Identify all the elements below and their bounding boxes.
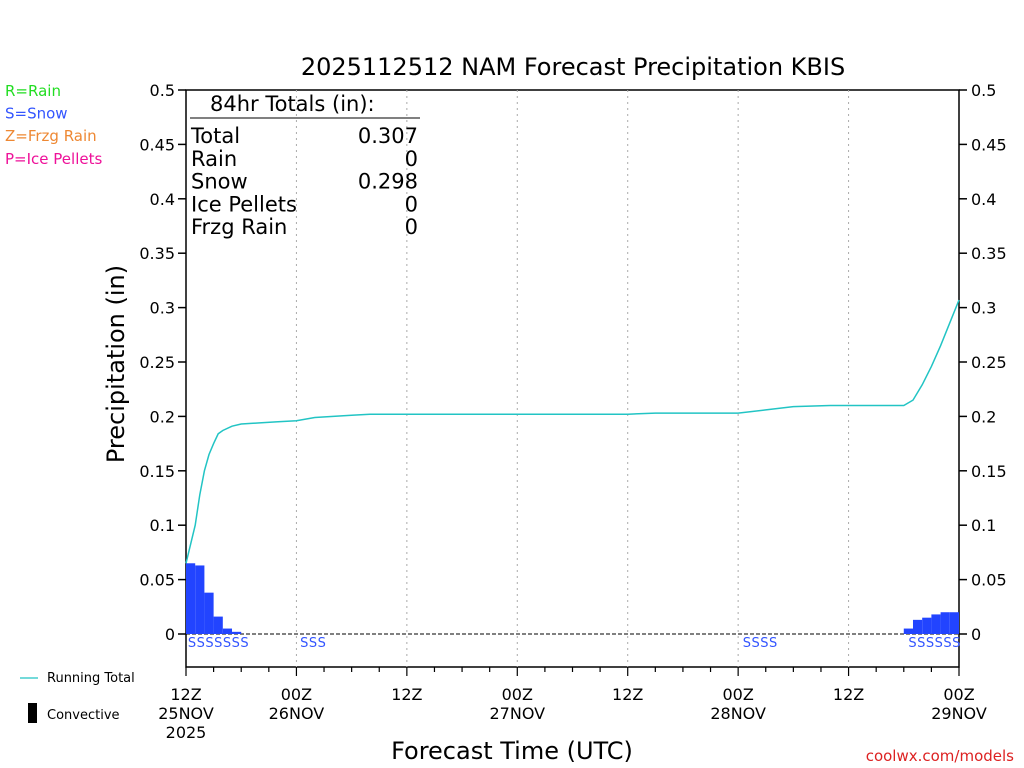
precip-type-legend-item: P=Ice Pellets [5,150,102,168]
x-tick-label: 26NOV [269,704,325,723]
x-tick-label: 00Z [502,685,533,704]
y-tick-label-right: 0.5 [971,81,996,100]
totals-row-value: 0 [405,215,418,239]
precip-bar [922,617,932,634]
hourly-precip-bars [186,563,959,634]
y-tick-label-left: 0.2 [150,407,175,426]
precip-bar [931,614,941,634]
y-tick-label-left: 0.4 [150,190,175,209]
precip-bar [903,628,913,634]
precip-bar [232,631,242,634]
y-tick-label-right: 0.4 [971,190,996,209]
precip-bar [912,619,923,634]
chart-title: 2025112512 NAM Forecast Precipitation KB… [301,53,845,81]
y-tick-label-left: 0.1 [150,516,175,535]
x-tick-label: 25NOV [158,704,214,723]
x-tick-label: 00Z [722,685,753,704]
credit-text: coolwx.com/models [866,747,1014,765]
x-tick-label: 12Z [170,685,201,704]
x-tick-label: 28NOV [710,704,766,723]
precip-bar [186,563,196,634]
totals-box: 84hr Totals (in): Total 0.307 Rain 0 Snow 0.2… [190,92,420,239]
totals-row-value: 0 [405,192,418,216]
precip-type-marker: SSSSSS [908,636,961,651]
totals-row-label: Ice Pellets [191,192,297,216]
y-axis-label: Precipitation (in) [102,265,130,463]
totals-row-label: Snow [191,170,248,194]
precip-type-legend-item: S=Snow [5,105,68,123]
convective-legend-swatch [28,703,37,723]
totals-row-label: Total [190,124,240,148]
precip-bar [204,592,214,634]
precip-type-marker: SSSSSSS [188,636,249,651]
x-tick-label: 2025 [166,723,207,742]
totals-row-label: Rain [191,147,237,171]
precip-bar [222,628,233,634]
totals-row-value: 0.307 [358,124,418,148]
y-axis-right: 0 0.05 0.1 0.15 0.2 0.25 0.3 0.35 0.4 0.45 0.5 [959,81,1007,644]
precip-bar [213,616,223,634]
y-tick-label-right: 0.05 [971,571,1007,590]
x-tick-label: 12Z [833,685,864,704]
y-tick-label-left: 0.35 [139,244,175,263]
precip-type-legend: R=Rain S=Snow Z=Frzg Rain P=Ice Pellets [5,82,102,168]
precip-type-marker: SSSS [743,636,778,651]
y-tick-label-left: 0.5 [150,81,175,100]
x-tick-label: 12Z [391,685,422,704]
precip-bar [949,612,959,634]
precip-bar [940,612,950,634]
y-tick-label-right: 0.15 [971,462,1007,481]
vertical-grid [295,90,850,667]
y-tick-label-right: 0.3 [971,299,996,318]
y-tick-label-right: 0.45 [971,135,1007,154]
x-tick-label: 00Z [943,685,974,704]
y-tick-label-right: 0.1 [971,516,996,535]
y-tick-label-left: 0.05 [139,571,175,590]
y-tick-label-right: 0.2 [971,407,996,426]
y-tick-label-left: 0.15 [139,462,175,481]
precip-type-markers: SSSSSSS SSS SSSS SSSSSS [188,636,961,651]
totals-row-value: 0.298 [358,170,418,194]
totals-heading: 84hr Totals (in): [210,92,375,116]
totals-row-value: 0 [405,147,418,171]
y-tick-label-left: 0.45 [139,135,175,154]
plot-frame [185,89,960,668]
y-tick-label-right: 0 [971,625,981,644]
precip-type-legend-item: Z=Frzg Rain [5,127,97,145]
x-tick-label: 12Z [612,685,643,704]
x-tick-label: 00Z [281,685,312,704]
x-tick-label: 27NOV [489,704,545,723]
y-tick-label-left: 0.25 [139,353,175,372]
x-tick-label: 29NOV [931,704,987,723]
y-tick-label-right: 0.25 [971,353,1007,372]
precip-bar [195,565,205,634]
y-tick-label-left: 0.3 [150,299,175,318]
y-axis-left: 0 0.05 0.1 0.15 0.2 0.25 0.3 0.35 0.4 0.45 0.5 [139,81,186,644]
precip-type-legend-item: R=Rain [5,82,61,100]
x-axis-label: Forecast Time (UTC) [391,737,633,765]
totals-rows: Total 0.307 Rain 0 Snow 0.298 Ice Pellets 0 Frzg… [190,124,418,239]
y-tick-label-right: 0.35 [971,244,1007,263]
precip-type-marker: SSS [300,636,326,651]
convective-legend-label: Convective [47,708,120,723]
totals-row-label: Frzg Rain [191,215,287,239]
y-tick-label-left: 0 [165,625,175,644]
running-total-line [185,299,960,564]
running-total-legend-label: Running Total [47,671,135,686]
series-legend: Running Total Convective [20,671,135,723]
